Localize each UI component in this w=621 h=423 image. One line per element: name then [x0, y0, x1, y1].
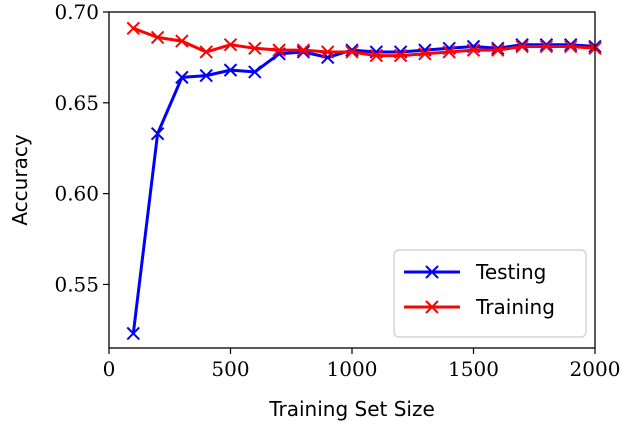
y-tick-label: 0.70 [54, 0, 99, 24]
data-point [248, 41, 262, 56]
y-tick-label: 0.55 [54, 272, 99, 296]
data-point [126, 326, 141, 341]
data-point [150, 126, 165, 141]
data-point [345, 45, 359, 59]
x-axis: 0 500 1000 1500 2000 [103, 348, 621, 381]
y-tick-label: 0.65 [54, 91, 99, 115]
y-axis: 0.55 0.60 0.65 0.70 [54, 0, 109, 296]
legend-marker [425, 300, 439, 314]
legend-entry-training: Training [404, 295, 555, 319]
data-point [296, 45, 311, 59]
x-tick-label: 2000 [570, 357, 621, 381]
y-axis-label: Accuracy [8, 134, 32, 225]
data-point [175, 34, 189, 48]
data-point [175, 70, 189, 85]
data-point [272, 43, 286, 57]
data-point [539, 37, 554, 52]
legend-label: Training [475, 295, 555, 319]
legend-label: Testing [475, 260, 546, 284]
data-point [491, 43, 505, 57]
series-layer [126, 21, 602, 341]
data-point [491, 41, 505, 56]
data-point [199, 68, 213, 83]
legend-marker [425, 265, 439, 279]
legend: Testing Training [393, 249, 587, 338]
x-tick-label: 1000 [327, 357, 378, 381]
data-point [539, 39, 554, 54]
x-axis-label: Training Set Size [268, 397, 435, 421]
data-point [199, 45, 213, 59]
data-point [320, 45, 335, 59]
x-tick-label: 0 [103, 357, 116, 381]
data-point [369, 48, 384, 63]
x-tick-label: 1500 [448, 357, 499, 381]
x-tick-label: 500 [211, 357, 249, 381]
data-point [223, 63, 238, 77]
data-point [126, 21, 141, 36]
data-point [563, 37, 578, 52]
data-point [515, 39, 529, 54]
y-tick-label: 0.60 [54, 182, 99, 206]
data-point [345, 43, 359, 57]
data-point [223, 37, 238, 52]
data-point [150, 30, 165, 45]
legend-entry-testing: Testing [404, 260, 546, 284]
data-point [296, 43, 311, 57]
series-line [131, 43, 596, 334]
data-point [248, 65, 262, 79]
data-point [442, 45, 456, 59]
data-point [563, 39, 578, 54]
data-point [466, 43, 481, 57]
data-point [515, 37, 529, 52]
series-testing [126, 37, 602, 341]
data-point [393, 48, 408, 63]
series-training [126, 21, 602, 63]
data-point [418, 47, 432, 61]
series-line [132, 26, 596, 58]
